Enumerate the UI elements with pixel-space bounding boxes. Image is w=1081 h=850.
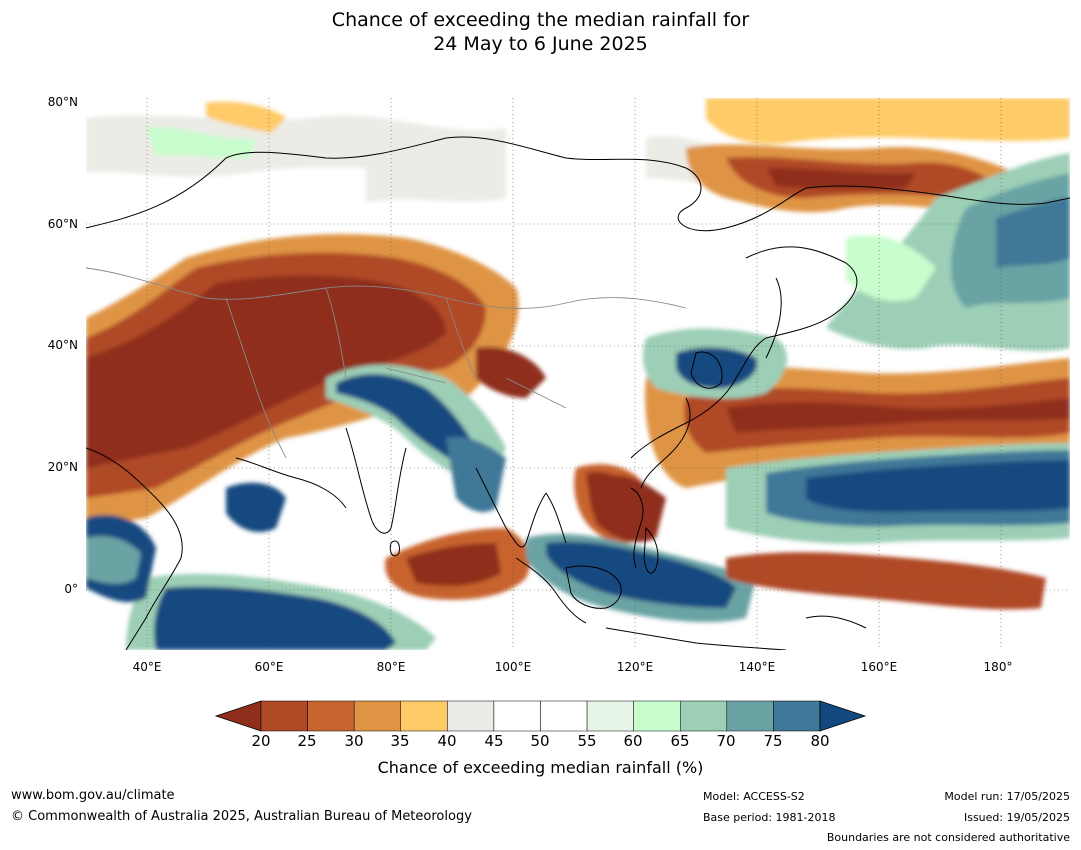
colorbar-tick-70: 70: [716, 732, 736, 750]
wet-anomaly-tibetan-plateau-bay-of-bengal: [226, 364, 506, 533]
lat-label-40n: 40°N: [47, 338, 78, 352]
coastlines: [86, 136, 1070, 650]
colorbar-segment: [493, 700, 541, 732]
colorbar-tick-60: 60: [623, 732, 643, 750]
wet-anomaly-maritime-continent: [526, 533, 756, 623]
dry-anomaly-equatorial-pacific: [586, 474, 1046, 610]
graticule: [86, 98, 1070, 650]
footer-model-run: Model run: 17/05/2025: [944, 790, 1070, 803]
wet-anomaly-north-pacific-east: [826, 153, 1070, 351]
colorbar-arrow-low: [214, 700, 262, 732]
footer-disclaimer: Boundaries are not considered authoritat…: [826, 831, 1070, 844]
lat-label-0: 0°: [64, 582, 78, 596]
lat-label-60n: 60°N: [47, 217, 78, 231]
colorbar-segment: [540, 700, 588, 732]
colorbar-segment: [400, 700, 448, 732]
footer-base-period: Base period: 1981-2018: [703, 811, 836, 824]
lon-label-140e: 140°E: [738, 660, 776, 674]
wet-anomaly-east-africa: [86, 536, 141, 584]
colorbar-segment: [307, 700, 355, 732]
colorbar-tick-65: 65: [670, 732, 690, 750]
colorbar-tick-55: 55: [577, 732, 597, 750]
lon-label-40e: 40°E: [132, 660, 162, 674]
title-line-1: Chance of exceeding the median rainfall …: [331, 9, 750, 31]
lon-label-180: 180°: [983, 660, 1013, 674]
colorbar-tick-75: 75: [763, 732, 783, 750]
wet-anomaly-southern-indian-ocean: [86, 514, 436, 650]
colorbar-segment: [680, 700, 728, 732]
colorbar: [214, 700, 867, 732]
lon-label-60e: 60°E: [254, 660, 284, 674]
footer-copyright: © Commonwealth of Australia 2025, Austra…: [11, 809, 472, 824]
footer-model: Model: ACCESS-S2: [703, 790, 805, 803]
lon-label-120e: 120°E: [616, 660, 654, 674]
colorbar-segment: [260, 700, 308, 732]
lat-label-80n: 80°N: [47, 95, 78, 109]
colorbar-tick-50: 50: [530, 732, 550, 750]
colorbar-segment: [586, 700, 634, 732]
colorbar-segment: [447, 700, 495, 732]
colorbar-segment: [353, 700, 401, 732]
colorbar-title: Chance of exceeding median rainfall (%): [377, 758, 704, 777]
country-borders: [86, 267, 687, 459]
footer-issued: Issued: 19/05/2025: [963, 811, 1070, 824]
title-line-2: 24 May to 6 June 2025: [433, 33, 648, 55]
lon-label-160e: 160°E: [860, 660, 898, 674]
colorbar-tick-35: 35: [390, 732, 410, 750]
colorbar-segment: [726, 700, 774, 732]
lon-label-80e: 80°E: [376, 660, 406, 674]
colorbar-segment: [773, 700, 821, 732]
colorbar-tick-45: 45: [484, 732, 504, 750]
colorbar-tick-30: 30: [344, 732, 364, 750]
colorbar-tick-20: 20: [251, 732, 271, 750]
footer-url: www.bom.gov.au/climate: [11, 788, 175, 803]
rainfall-probability-map: [86, 98, 1070, 650]
colorbar-segment: [633, 700, 681, 732]
lat-label-20n: 20°N: [47, 460, 78, 474]
lon-label-100e: 100°E: [494, 660, 532, 674]
colorbar-tick-25: 25: [297, 732, 317, 750]
colorbar-tick-40: 40: [437, 732, 457, 750]
dry-anomaly-equatorial-indian-ocean: [385, 528, 530, 600]
colorbar-arrow-high: [819, 700, 867, 732]
wet-anomaly-tropical-pacific-band: [726, 443, 1070, 544]
colorbar-tick-80: 80: [810, 732, 830, 750]
map-title: Chance of exceeding the median rainfall …: [0, 8, 1081, 56]
dry-anomaly-middle-east-central-asia: [86, 234, 546, 528]
